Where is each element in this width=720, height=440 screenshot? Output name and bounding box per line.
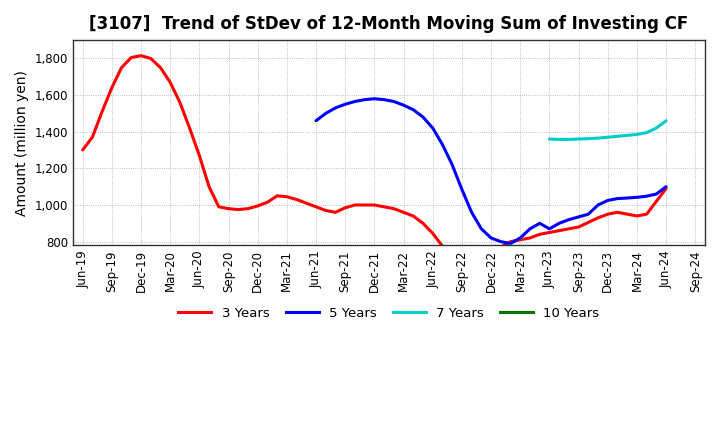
7 Years (633, 132, 642, 137)
7 Years (555, 137, 564, 142)
5 Years (438, 142, 447, 147)
Y-axis label: Amount (million yen): Amount (million yen) (15, 70, 29, 216)
5 Years (613, 196, 622, 201)
5 Years (418, 114, 427, 120)
5 Years (341, 102, 349, 107)
5 Years (555, 221, 564, 226)
5 Years (390, 99, 398, 104)
3 Years (448, 252, 456, 257)
5 Years (564, 217, 573, 222)
5 Years (662, 184, 670, 189)
3 Years (78, 147, 87, 153)
5 Years (545, 226, 554, 231)
3 Years (438, 244, 447, 249)
3 Years (603, 212, 612, 217)
7 Years (613, 134, 622, 139)
5 Years (506, 241, 515, 246)
3 Years (292, 197, 301, 202)
7 Years (623, 133, 631, 138)
5 Years (575, 214, 583, 220)
3 Years (662, 186, 670, 191)
5 Years (467, 210, 476, 215)
5 Years (603, 198, 612, 203)
5 Years (526, 226, 534, 231)
5 Years (487, 235, 495, 241)
3 Years (204, 184, 213, 189)
Title: [3107]  Trend of StDev of 12-Month Moving Sum of Investing CF: [3107] Trend of StDev of 12-Month Moving… (89, 15, 688, 33)
3 Years (399, 210, 408, 215)
5 Years (633, 194, 642, 200)
5 Years (642, 194, 651, 199)
5 Years (409, 107, 418, 112)
7 Years (584, 136, 593, 141)
5 Years (321, 111, 330, 116)
7 Years (603, 135, 612, 140)
5 Years (379, 97, 388, 102)
7 Years (662, 118, 670, 123)
7 Years (575, 136, 583, 142)
5 Years (399, 103, 408, 108)
5 Years (351, 99, 359, 104)
7 Years (545, 136, 554, 142)
7 Years (652, 125, 661, 131)
7 Years (564, 137, 573, 142)
5 Years (594, 202, 603, 208)
5 Years (370, 96, 379, 101)
5 Years (652, 191, 661, 197)
5 Years (428, 125, 437, 131)
5 Years (477, 226, 486, 231)
5 Years (497, 239, 505, 244)
5 Years (312, 118, 320, 123)
Line: 7 Years: 7 Years (549, 121, 666, 139)
5 Years (516, 235, 525, 241)
Line: 5 Years: 5 Years (316, 99, 666, 243)
3 Years (224, 206, 233, 211)
3 Years (137, 53, 145, 59)
5 Years (331, 105, 340, 110)
5 Years (584, 212, 593, 217)
7 Years (642, 130, 651, 135)
Legend: 3 Years, 5 Years, 7 Years, 10 Years: 3 Years, 5 Years, 7 Years, 10 Years (173, 301, 605, 325)
5 Years (623, 195, 631, 201)
5 Years (536, 221, 544, 226)
5 Years (448, 162, 456, 167)
5 Years (458, 187, 467, 192)
Line: 3 Years: 3 Years (83, 56, 666, 254)
5 Years (360, 97, 369, 102)
7 Years (594, 136, 603, 141)
